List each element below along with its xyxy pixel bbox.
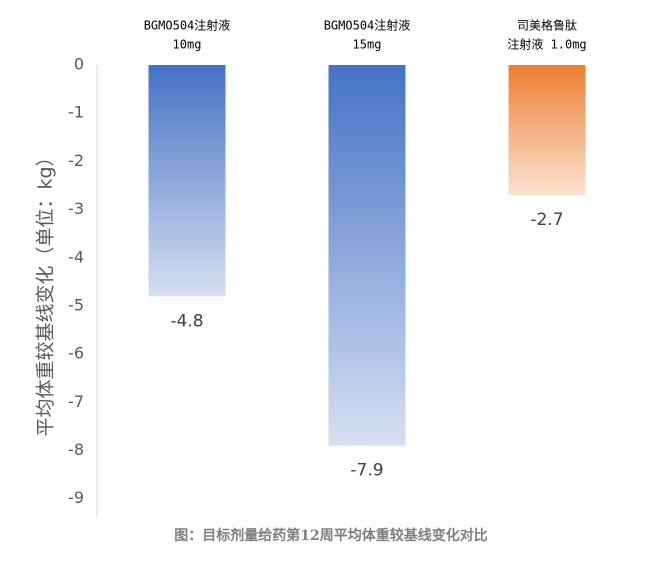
y-tick-label: -6: [68, 344, 84, 363]
y-tick-label: -2: [68, 151, 84, 170]
category-label: 10mg: [173, 38, 202, 52]
chart-caption: 图：目标剂量给药第12周平均体重较基线变化对比: [174, 527, 487, 544]
bar: [508, 65, 586, 196]
data-label: -7.9: [350, 461, 383, 481]
category-label: BGMO504注射液: [324, 18, 411, 33]
category-label: 15mg: [353, 38, 382, 52]
y-axis-title: 平均体重较基线变化（单位：kg）: [35, 147, 57, 436]
y-tick-label: 0: [74, 55, 84, 74]
bar: [148, 65, 226, 297]
category-label: 司美格鲁肽: [517, 18, 577, 33]
y-tick-label: -1: [68, 103, 84, 122]
y-tick-label: -5: [68, 295, 84, 314]
y-tick-label: -4: [68, 247, 84, 266]
category-label: 注射液 1.0mg: [507, 37, 586, 52]
data-label: -2.7: [530, 210, 563, 230]
bar: [328, 65, 406, 446]
y-tick-label: -8: [68, 440, 84, 459]
category-label: BGMO504注射液: [144, 18, 231, 33]
y-tick-label: -3: [68, 199, 84, 218]
y-tick-label: -7: [68, 392, 84, 411]
data-label: -4.8: [170, 311, 203, 331]
y-tick-label: -9: [68, 488, 84, 507]
